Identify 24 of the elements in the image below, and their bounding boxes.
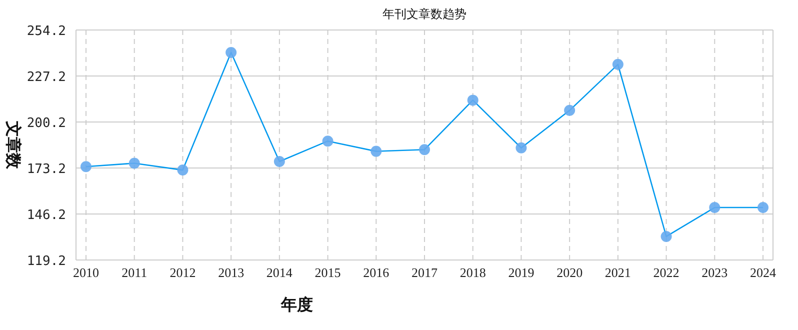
x-axis-title: 年度 — [280, 295, 313, 314]
y-tick-label: 200.2 — [26, 116, 66, 131]
x-tick-label: 2016 — [363, 265, 390, 280]
x-tick-label: 2022 — [653, 265, 680, 280]
y-tick-label: 227.2 — [26, 70, 66, 85]
y-tick-label: 173.2 — [26, 162, 66, 177]
x-tick-label: 2019 — [508, 265, 534, 280]
x-tick-label: 2010 — [73, 265, 99, 280]
x-tick-label: 2014 — [266, 265, 293, 280]
chart-title: 年刊文章数趋势 — [382, 7, 466, 21]
x-tick-label: 2024 — [750, 265, 776, 280]
x-tick-label: 2015 — [314, 265, 341, 280]
y-tick-label: 119.2 — [26, 254, 66, 269]
y-axis-title: 文章数 — [4, 120, 23, 170]
x-tick-label: 2012 — [170, 265, 196, 280]
x-tick-label: 2023 — [702, 265, 728, 280]
x-tick-label: 2021 — [604, 265, 631, 280]
y-tick-label: 254.2 — [26, 24, 66, 39]
x-tick-label: 2020 — [556, 265, 583, 280]
y-tick-label: 146.2 — [26, 208, 66, 223]
x-tick-label: 2013 — [218, 265, 244, 280]
x-tick-label: 2018 — [460, 265, 486, 280]
x-tick-label: 2011 — [122, 265, 148, 280]
x-tick-label: 2017 — [412, 265, 438, 280]
